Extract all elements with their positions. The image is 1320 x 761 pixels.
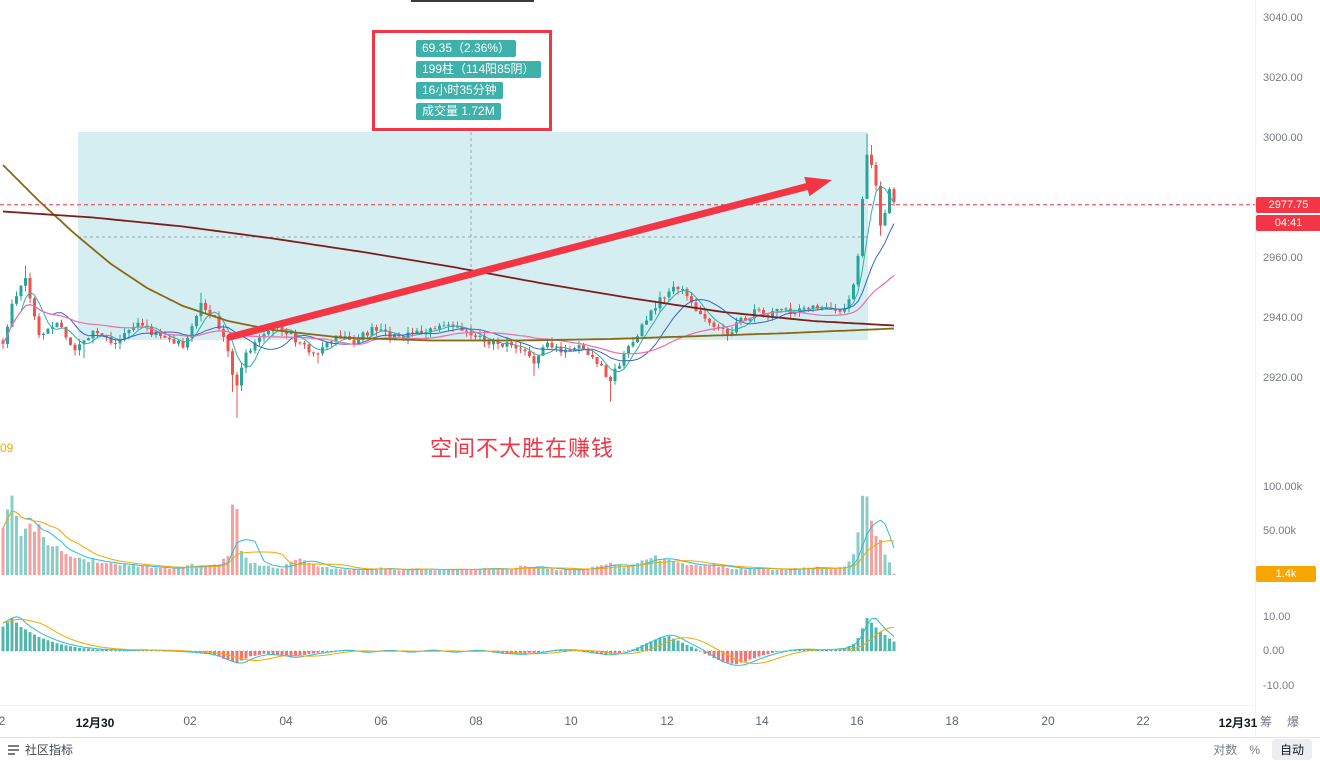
- chips-toggle[interactable]: 筹: [1260, 715, 1273, 729]
- macd-axis-label: 0.00: [1263, 645, 1285, 657]
- measure-tooltip: 69.35（2.36%） 199柱（114阳85阴） 16小时35分钟 成交量 1.7…: [416, 40, 549, 120]
- percent-scale-toggle[interactable]: %: [1249, 742, 1260, 757]
- burst-toggle[interactable]: 爆: [1287, 715, 1300, 729]
- last-volume-tag: 1.4k: [1256, 565, 1316, 582]
- macd-axis-label: -10.00: [1263, 680, 1295, 692]
- time-axis-label: 14: [755, 714, 769, 728]
- last-price-tag: 2977.75: [1256, 196, 1320, 213]
- annotation-text[interactable]: 空间不大胜在赚钱: [430, 436, 615, 461]
- macd-pane: [1, 616, 896, 666]
- time-axis[interactable]: 2 12月30 02 04 06 08 10 12 14 16 18 20 22 12月31: [0, 705, 1258, 737]
- time-axis-label: 12: [660, 714, 674, 728]
- time-axis-label: 04: [279, 714, 293, 728]
- price-axis-label: 3000.00: [1263, 132, 1303, 144]
- macd-axis-label: 10.00: [1263, 611, 1291, 623]
- time-axis-label: 16: [850, 714, 864, 728]
- right-price-axis[interactable]: 2977.75 04:41 1.4k 3040.00 3020.00 3000.00…: [1255, 0, 1320, 737]
- time-axis-label: 02: [183, 714, 197, 728]
- time-axis-label: 06: [374, 714, 388, 728]
- time-axis-label: 20: [1041, 714, 1055, 728]
- log-scale-toggle[interactable]: 对数: [1213, 743, 1238, 757]
- measure-selection-overlay: [78, 132, 868, 340]
- auto-scale-toggle[interactable]: 自动: [1271, 739, 1312, 760]
- measure-tooltip-line: 199柱（114阳85阴）: [416, 61, 541, 78]
- pane-legend-label: 社区指标: [25, 743, 74, 757]
- drawings: [0, 0, 1255, 341]
- annotation-red-rectangle[interactable]: 69.35（2.36%） 199柱（114阳85阴） 16小时35分钟 成交量 1.7…: [372, 30, 552, 131]
- scale-controls: 对数 % 自动: [1213, 739, 1312, 760]
- price-axis-label: 3020.00: [1263, 72, 1303, 84]
- time-axis-label: 12月30: [75, 716, 115, 730]
- volume-axis-label: 100.00k: [1263, 481, 1303, 493]
- time-axis-label: 22: [1136, 714, 1150, 728]
- volume-axis-label: 50.00k: [1263, 525, 1297, 537]
- price-axis-label: 2960.00: [1263, 252, 1303, 264]
- time-axis-label: 2: [0, 714, 6, 728]
- price-axis-label: 2940.00: [1263, 312, 1303, 324]
- measure-tooltip-line: 成交量 1.72M: [416, 103, 501, 120]
- volume-legend-partial: 09: [0, 441, 14, 455]
- list-icon: [8, 745, 19, 755]
- moving-averages: [2, 164, 895, 373]
- volume-pane: [1, 495, 896, 575]
- measure-tooltip-line: 16小时35分钟: [416, 82, 503, 99]
- time-axis-label: 10: [564, 714, 578, 728]
- time-axis-label: 08: [469, 714, 483, 728]
- price-axis-label: 2920.00: [1263, 372, 1303, 384]
- bar-countdown-tag: 04:41: [1256, 214, 1320, 231]
- time-axis-label: 12月31: [1218, 716, 1258, 730]
- bottom-toolbar: 社区指标 对数 % 自动: [0, 737, 1320, 761]
- pane-legend-community-indicators[interactable]: 社区指标: [8, 741, 73, 758]
- time-axis-label: 18: [945, 714, 959, 728]
- axis-toggles: 筹 爆: [1260, 713, 1299, 730]
- measure-tooltip-line: 69.35（2.36%）: [416, 40, 517, 57]
- price-axis-label: 3040.00: [1263, 12, 1303, 24]
